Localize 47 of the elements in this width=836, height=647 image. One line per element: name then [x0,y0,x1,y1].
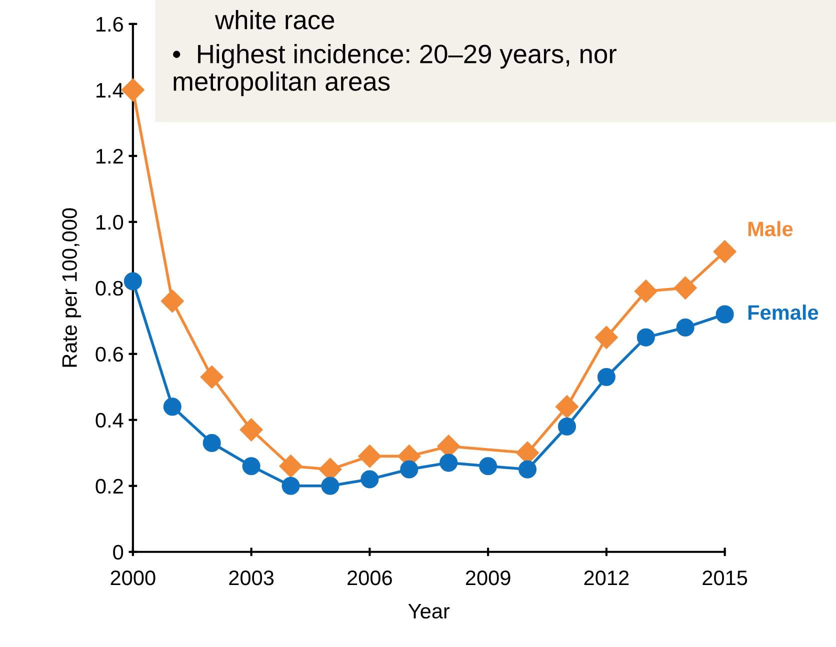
point [124,272,142,290]
y-tick-label: 1.2 [96,148,123,164]
point [321,476,340,495]
point [479,457,498,476]
point [636,328,655,346]
y-tick-label: 0.2 [96,478,123,494]
point [279,454,302,478]
point [634,280,658,303]
y-tick-label: 0 [113,544,124,560]
y-tick-label: 0.4 [96,412,124,428]
x-tick-label: 2009 [466,570,510,586]
point [676,318,694,337]
point [597,368,616,386]
point [594,326,618,349]
point [400,460,418,478]
series-label: Male [748,221,793,236]
y-tick-label: 1.4 [96,83,124,98]
x-tick-label: 2012 [584,570,629,586]
point [242,457,260,476]
point [160,290,184,313]
annotation: white race [214,10,334,30]
point [555,395,578,418]
y-tick-label: 0.6 [96,346,123,362]
x-tick-label: 2003 [229,570,274,586]
point [358,444,382,468]
point [360,470,379,488]
x-tick-label: 2015 [702,570,748,586]
x-tick-label: 2006 [348,570,392,586]
point [674,276,697,300]
series-label: Female [748,304,818,320]
point [163,398,182,416]
y-tick-label: 0.8 [96,280,123,296]
y-tick-label: 1.6 [96,16,123,32]
point [200,366,224,389]
y-tick-label: 1.0 [96,214,124,230]
point [282,476,300,495]
point [240,418,263,442]
y-axis-title: Rate per 100,000 [62,208,82,367]
point [440,454,458,472]
point [716,305,734,324]
annotation: • Highest incidence: 20–29 years, nor metropolitan areas [173,44,616,96]
x-axis-title: Year [408,604,450,619]
point [558,417,576,436]
point [713,240,736,264]
x-tick-label: 2000 [110,570,156,586]
point [518,460,537,478]
point [202,434,221,452]
